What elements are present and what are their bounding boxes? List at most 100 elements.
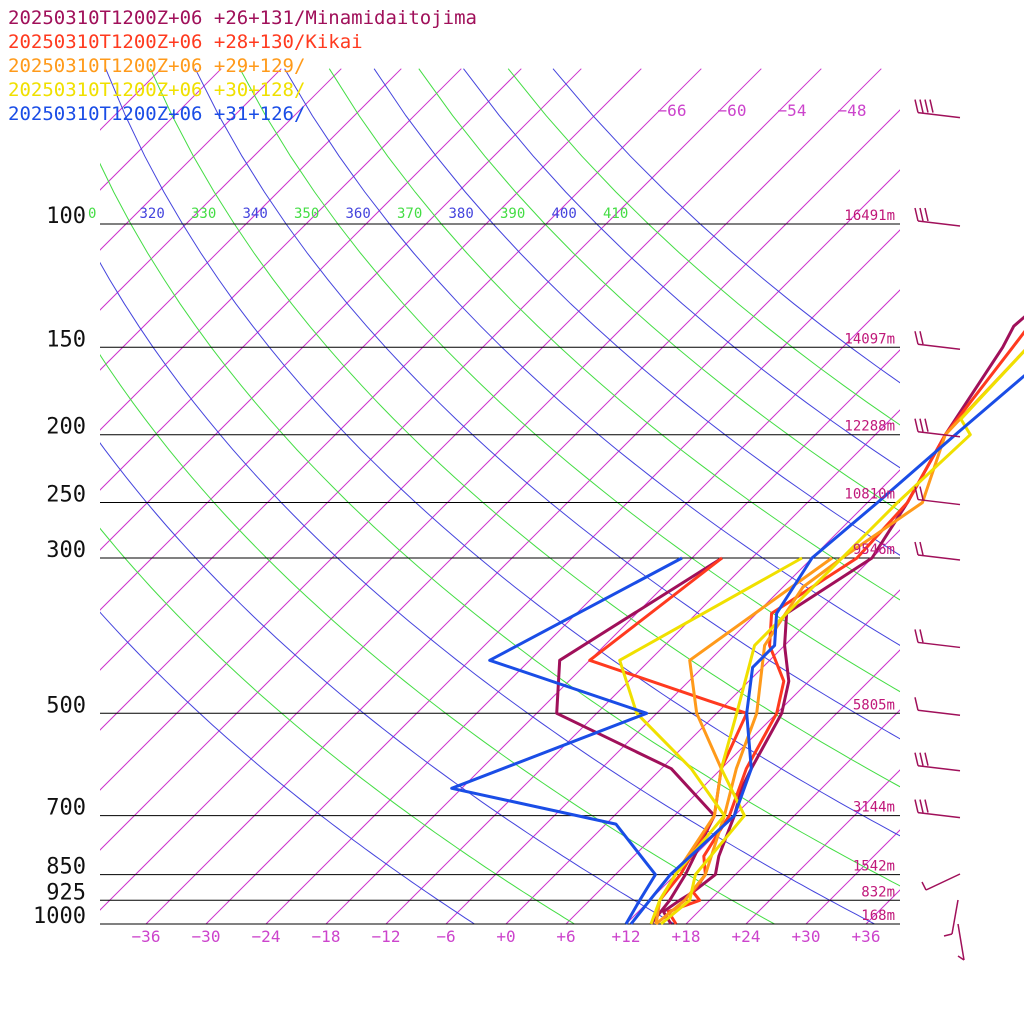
theta-label: 320 (140, 206, 165, 222)
isotherm-line (100, 109, 900, 911)
pressure-label: 850 (46, 855, 86, 880)
profile-lines (450, 315, 1024, 926)
wind-barb-flag (914, 752, 919, 766)
isotherm-line (445, 469, 900, 924)
wind-barb-flag (924, 418, 929, 432)
dry-adiabat-line (507, 68, 900, 426)
temperature-label: +0 (496, 927, 515, 946)
pressure-label: 925 (46, 880, 86, 905)
height-label: 1542m (853, 859, 895, 875)
isotherm-line (565, 589, 900, 924)
isotherm-line (100, 68, 702, 671)
wind-barb-flag (919, 799, 924, 813)
wind-barb (957, 923, 965, 961)
wind-barb-flag (914, 697, 919, 711)
wind-barb-flag (919, 752, 924, 766)
temperature-label: −36 (132, 927, 161, 946)
theta-label: 380 (449, 206, 474, 222)
isotherm-line (385, 409, 900, 924)
wind-barb-flag (919, 207, 924, 222)
temperature-label: +18 (672, 927, 701, 946)
wind-barb-flag (919, 331, 924, 345)
temperature-label: +12 (612, 927, 641, 946)
dry-adiabat-line (328, 68, 900, 601)
wind-barb-flag (914, 331, 919, 345)
isotherm-line (100, 68, 642, 611)
isotherm-line (100, 68, 762, 731)
theta-label: 360 (346, 206, 371, 222)
wind-barb (917, 498, 961, 506)
wind-barb (917, 811, 961, 819)
isotherm-line (265, 289, 900, 924)
isotherm-line (685, 709, 900, 924)
temperature-line (655, 349, 1024, 926)
dry-adiabat-line (239, 68, 900, 693)
wind-barb-flag (919, 629, 924, 643)
dry-adiabat-line (373, 68, 900, 556)
dry-adiabat-line (100, 261, 876, 924)
wind-barb-flag (943, 933, 953, 937)
wind-barb-flag (914, 207, 919, 222)
pressure-label: 700 (46, 796, 86, 821)
isotherm-line (100, 68, 882, 851)
temperature-line (660, 349, 1024, 926)
diagram-grid (100, 68, 900, 925)
wind-barb-flag (921, 881, 927, 891)
dry-adiabat-line (194, 68, 900, 740)
pressure-label: 300 (46, 538, 86, 563)
height-label: 14097m (844, 331, 895, 347)
wind-barb-flag (957, 955, 965, 961)
theta-label: 390 (500, 206, 525, 222)
wind-barb-flag (919, 418, 924, 432)
wind-barb (925, 873, 961, 891)
dry-adiabat-line (418, 68, 900, 512)
height-label: 168m (861, 908, 895, 924)
wind-barb (917, 709, 961, 717)
wind-barb-flag (914, 418, 919, 432)
wind-barb (917, 764, 961, 772)
height-label: 5805m (853, 697, 895, 713)
theta-label: 340 (243, 206, 268, 222)
theta-label: 400 (552, 206, 577, 222)
wind-barb (917, 111, 961, 119)
isotherm-line (100, 68, 582, 551)
wind-barbs (914, 99, 965, 961)
temperature-label: −30 (192, 927, 221, 946)
pressure-label: 150 (46, 327, 86, 352)
dry-adiabat-line (100, 611, 476, 924)
dewpoint-line (450, 556, 683, 925)
wind-barb-flag (924, 99, 929, 113)
isotherm-line (745, 769, 900, 924)
height-label: 9546m (853, 542, 895, 558)
temperature-label: +30 (792, 927, 821, 946)
grid-clip-group (100, 68, 900, 924)
upper-temperature-label: −48 (838, 101, 867, 120)
isotherm-line (100, 68, 522, 491)
dewpoint-line (555, 556, 723, 925)
isotherm-line (205, 229, 900, 924)
dry-adiabat-line (105, 68, 900, 837)
wind-barb-flag (919, 486, 924, 500)
pressure-label: 100 (46, 204, 86, 229)
height-label: 16491m (844, 208, 895, 224)
temperature-label: +6 (556, 927, 575, 946)
dry-adiabat-line (100, 527, 576, 924)
height-label: 3144m (853, 800, 895, 816)
wind-barb-flag (914, 799, 919, 813)
pressure-label: 1000 (33, 904, 86, 929)
theta-label: 350 (294, 206, 319, 222)
wind-barb-flag (924, 207, 929, 222)
legend-entry: 20250310T1200Z+06 +30+128/ (8, 79, 305, 101)
wind-barb-flag (914, 99, 919, 113)
dry-adiabat-line (100, 442, 676, 924)
wind-barb-flag (914, 486, 919, 500)
pressure-label: 250 (46, 483, 86, 508)
height-label: 832m (861, 884, 895, 900)
wind-barb (917, 220, 961, 227)
height-label: 10810m (844, 487, 895, 503)
wind-barb (951, 899, 959, 935)
temperature-line (661, 315, 1024, 925)
wind-barb-flag (924, 799, 929, 813)
dry-adiabat-line (100, 162, 900, 887)
